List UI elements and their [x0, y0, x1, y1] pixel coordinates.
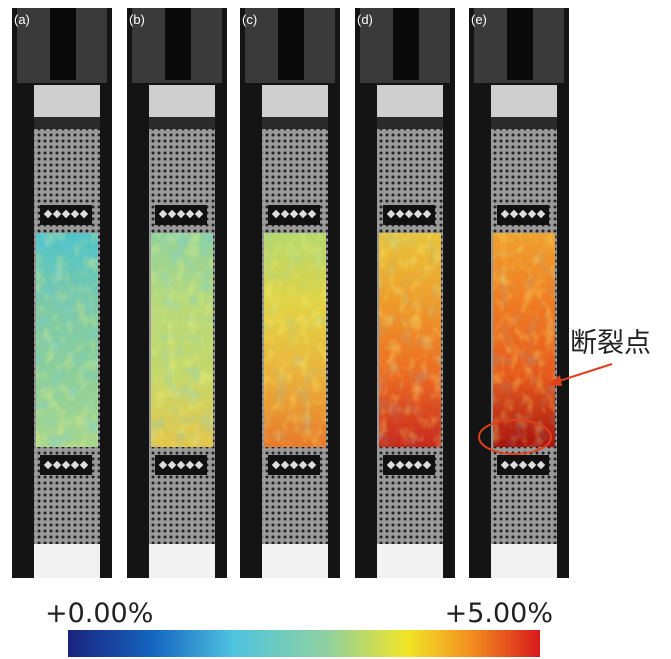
panel-label: (b)	[129, 12, 145, 27]
specimen-band	[149, 117, 215, 129]
panel: (a)	[12, 8, 112, 578]
specimen-band	[262, 117, 328, 129]
panel: (e)	[469, 8, 569, 578]
specimen-bottom	[491, 544, 557, 578]
grip-top-inner	[165, 8, 191, 80]
specimen-top	[262, 85, 328, 117]
panel-label: (d)	[357, 12, 373, 27]
figure: (a) (b) (c) (d) (e) 断裂点 +0.00% +5.00%	[0, 0, 671, 659]
specimen-bottom	[377, 544, 443, 578]
panel-label: (e)	[471, 12, 487, 27]
grip-top-inner	[278, 8, 304, 80]
panels: (a) (b) (c) (d) (e)	[12, 8, 569, 578]
specimen-top	[34, 85, 100, 117]
colorbar-gradient	[68, 630, 540, 657]
strain-noise	[36, 233, 98, 447]
panel-label: (c)	[242, 12, 257, 27]
grip-top-inner	[507, 8, 533, 80]
specimen-bottom	[262, 544, 328, 578]
strain-noise	[264, 233, 326, 447]
colorbar-max: +5.00%	[445, 598, 553, 629]
panel: (d)	[355, 8, 455, 578]
specimen-top	[377, 85, 443, 117]
panel: (b)	[127, 8, 227, 578]
annotation-text: 断裂点	[570, 328, 651, 359]
specimen-top	[491, 85, 557, 117]
strain-noise	[151, 233, 213, 447]
grip-top-inner	[393, 8, 419, 80]
colorbar-min: +0.00%	[45, 598, 153, 629]
strain-noise	[493, 233, 555, 447]
panel-label: (a)	[14, 12, 30, 27]
colorbar: +0.00% +5.00%	[45, 598, 553, 657]
panel: (c)	[240, 8, 340, 578]
specimen-band	[34, 117, 100, 129]
strain-noise	[379, 233, 441, 447]
specimen-bottom	[149, 544, 215, 578]
specimen-bottom	[34, 544, 100, 578]
specimen-band	[377, 117, 443, 129]
grip-top-inner	[50, 8, 76, 80]
specimen-band	[491, 117, 557, 129]
specimen-top	[149, 85, 215, 117]
